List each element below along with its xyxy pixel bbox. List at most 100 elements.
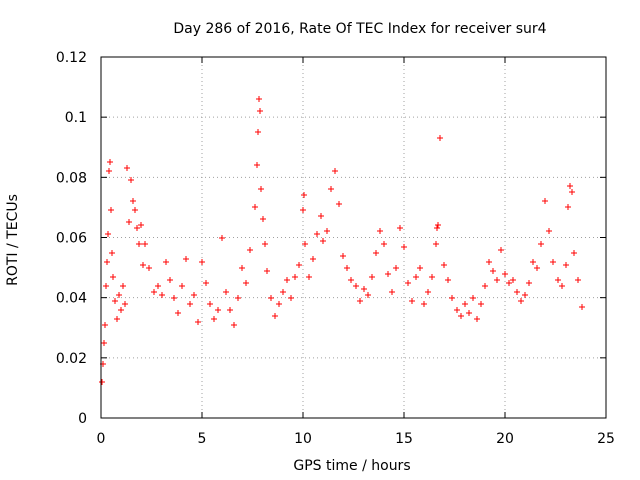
data-point — [108, 207, 114, 213]
data-point — [340, 253, 346, 259]
data-point — [102, 322, 108, 328]
data-point — [542, 198, 548, 204]
data-point — [567, 183, 573, 189]
data-point — [128, 177, 134, 183]
data-point — [132, 207, 138, 213]
data-point — [99, 379, 105, 385]
data-point — [260, 216, 266, 222]
data-point — [526, 280, 532, 286]
data-point — [118, 307, 124, 313]
data-point — [502, 271, 508, 277]
data-point — [571, 250, 577, 256]
data-point — [445, 277, 451, 283]
data-point — [134, 225, 140, 231]
data-point — [361, 286, 367, 292]
data-point — [264, 268, 270, 274]
y-tick-label: 0.08 — [56, 170, 87, 186]
data-point — [353, 283, 359, 289]
data-point — [300, 207, 306, 213]
data-point — [474, 316, 480, 322]
x-tick-label: 20 — [496, 431, 514, 447]
data-point — [124, 165, 130, 171]
data-point — [336, 201, 342, 207]
data-point — [252, 204, 258, 210]
data-point — [292, 274, 298, 280]
x-axis-title: GPS time / hours — [293, 458, 410, 474]
data-point — [369, 274, 375, 280]
data-point — [510, 277, 516, 283]
data-point — [167, 277, 173, 283]
data-point — [114, 316, 120, 322]
data-point — [470, 295, 476, 301]
data-point — [555, 277, 561, 283]
data-point — [546, 228, 552, 234]
data-point — [534, 265, 540, 271]
x-tick-label: 5 — [198, 431, 207, 447]
data-point — [136, 241, 142, 247]
data-point — [276, 301, 282, 307]
data-point — [146, 265, 152, 271]
y-tick-label: 0 — [78, 411, 87, 427]
data-point — [101, 340, 107, 346]
data-point — [498, 247, 504, 253]
data-point — [110, 274, 116, 280]
data-point — [126, 219, 132, 225]
data-point — [187, 301, 193, 307]
data-point — [106, 168, 112, 174]
data-point — [306, 274, 312, 280]
data-point — [301, 192, 307, 198]
data-point — [107, 159, 113, 165]
data-point — [199, 259, 205, 265]
data-point — [262, 241, 268, 247]
data-point — [332, 168, 338, 174]
data-point — [437, 135, 443, 141]
data-point — [103, 283, 109, 289]
y-tick-label: 0.04 — [56, 291, 87, 307]
data-point — [142, 241, 148, 247]
y-tick-labels: 0 0.02 0.04 0.06 0.08 0.1 0.12 — [56, 50, 87, 427]
data-point — [421, 301, 427, 307]
x-tick-label: 25 — [597, 431, 615, 447]
data-point — [302, 241, 308, 247]
data-point — [348, 277, 354, 283]
data-point — [159, 292, 165, 298]
data-point — [506, 280, 512, 286]
data-point — [401, 244, 407, 250]
data-points — [99, 96, 585, 385]
data-point — [466, 310, 472, 316]
data-point — [449, 295, 455, 301]
data-point — [357, 298, 363, 304]
data-point — [434, 225, 440, 231]
data-point — [377, 228, 383, 234]
data-point — [116, 292, 122, 298]
data-point — [417, 265, 423, 271]
data-point — [130, 198, 136, 204]
data-point — [435, 222, 441, 228]
data-point — [310, 256, 316, 262]
data-point — [490, 268, 496, 274]
data-point — [138, 222, 144, 228]
data-point — [109, 250, 115, 256]
data-point — [328, 186, 334, 192]
data-point — [195, 319, 201, 325]
data-point — [215, 307, 221, 313]
data-point — [151, 289, 157, 295]
data-point — [191, 292, 197, 298]
data-point — [441, 262, 447, 268]
data-point — [235, 295, 241, 301]
data-point — [179, 283, 185, 289]
data-point — [563, 262, 569, 268]
data-point — [425, 289, 431, 295]
x-tick-labels: 0 5 10 15 20 25 — [97, 431, 615, 447]
data-point — [579, 304, 585, 310]
data-point — [514, 289, 520, 295]
data-point — [268, 295, 274, 301]
data-point — [433, 241, 439, 247]
data-point — [550, 259, 556, 265]
data-point — [381, 241, 387, 247]
x-tick-label: 10 — [294, 431, 312, 447]
y-axis-title: ROTI / TECUs — [5, 194, 21, 286]
y-tick-label: 0.02 — [56, 351, 87, 367]
y-tick-label: 0.06 — [56, 231, 87, 247]
data-point — [122, 301, 128, 307]
